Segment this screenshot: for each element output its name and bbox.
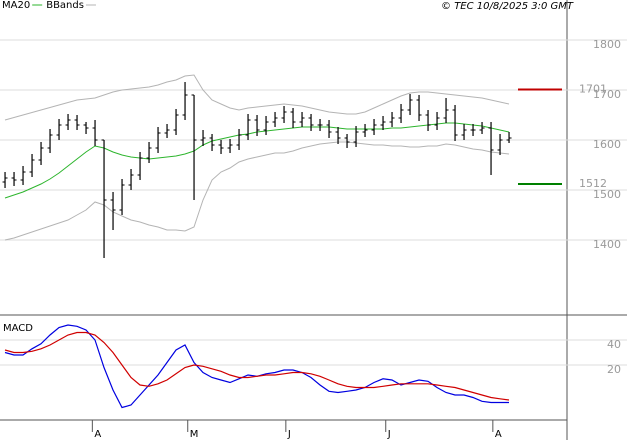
y-tick-label: 20: [607, 363, 621, 376]
y-tick-label: 1800: [593, 38, 621, 51]
y-tick-label: 1700: [593, 88, 621, 101]
level-label: 1512: [579, 177, 607, 190]
bband-upper: [4, 74, 510, 121]
x-tick-label: A: [94, 429, 101, 440]
legend-label: BBands: [46, 0, 84, 11]
y-tick-label: 1400: [593, 238, 621, 251]
x-tick-label: M: [190, 429, 199, 440]
macd-title: MACD: [3, 323, 33, 334]
y-tick-label: 40: [607, 338, 621, 351]
level-label: 1701: [579, 83, 607, 96]
x-tick-label: A: [495, 429, 502, 440]
bband-lower: [4, 141, 510, 241]
y-tick-label: 1600: [593, 138, 621, 151]
line-series: [4, 331, 510, 401]
x-tick-label: J: [287, 429, 291, 440]
y-tick-label: 1500: [593, 188, 621, 201]
credit: © TEC 10/8/2025 3:0 GMT: [441, 1, 574, 12]
x-tick-label: J: [387, 429, 391, 440]
legend-label: MA20: [2, 0, 30, 11]
